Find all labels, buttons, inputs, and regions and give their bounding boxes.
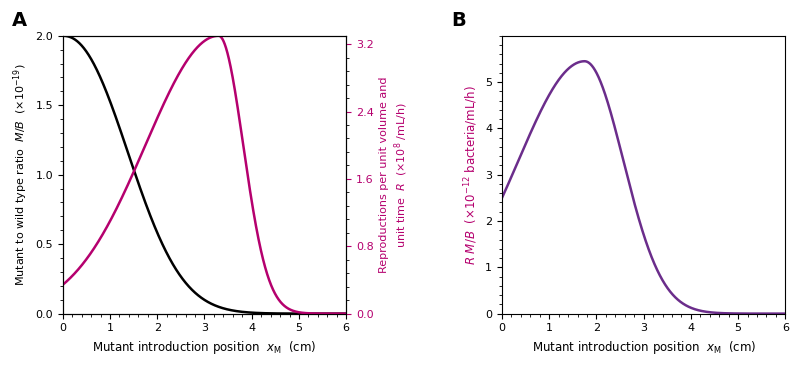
Text: B: B [451, 11, 466, 30]
Y-axis label: $R\ M/B$  ($\times10^{-12}$ bacteria/mL/h): $R\ M/B$ ($\times10^{-12}$ bacteria/mL/h… [462, 85, 479, 265]
Y-axis label: Reproductions per unit volume and
unit time  $R$  ($\times10^{8}$ /mL/h): Reproductions per unit volume and unit t… [379, 76, 410, 273]
X-axis label: Mutant introduction position  $x_\mathrm{M}$  (cm): Mutant introduction position $x_\mathrm{… [93, 339, 317, 356]
X-axis label: Mutant introduction position  $x_\mathrm{M}$  (cm): Mutant introduction position $x_\mathrm{… [531, 339, 756, 356]
Text: A: A [12, 11, 27, 30]
Y-axis label: Mutant to wild type ratio  $M/B$  ($\times10^{-19}$): Mutant to wild type ratio $M/B$ ($\times… [11, 63, 30, 286]
